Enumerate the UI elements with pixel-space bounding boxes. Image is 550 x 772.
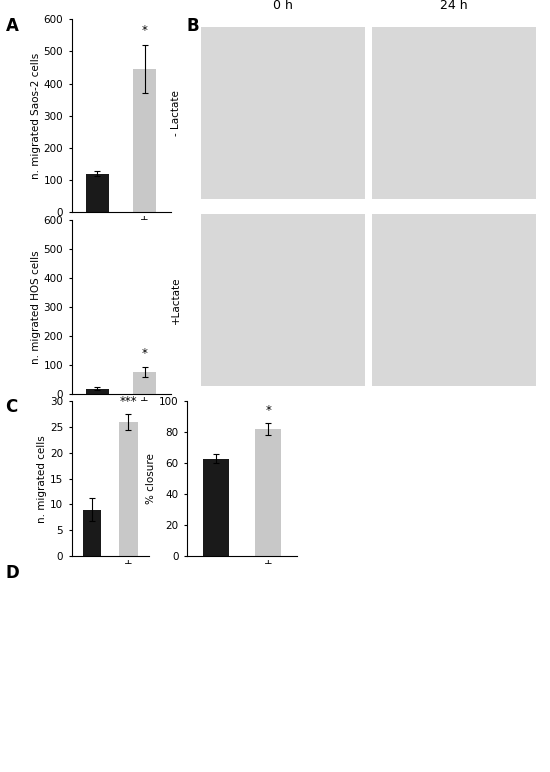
Y-axis label: n. migrated HOS cells: n. migrated HOS cells: [31, 250, 41, 364]
Bar: [133, 372, 156, 394]
Text: B: B: [187, 17, 200, 35]
Text: - Lactate: - Lactate: [171, 90, 181, 136]
Text: +Lactate: +Lactate: [171, 276, 181, 324]
Text: D: D: [6, 564, 19, 581]
Text: Lactate:: Lactate:: [72, 576, 114, 586]
Bar: [255, 429, 281, 556]
Bar: [133, 69, 156, 212]
Text: 24 h: 24 h: [440, 0, 467, 12]
Bar: [86, 174, 109, 212]
Text: *: *: [265, 404, 271, 417]
Text: 0 h: 0 h: [273, 0, 293, 12]
Bar: [203, 459, 229, 556]
Bar: [82, 510, 101, 556]
Text: CM MSC:: CM MSC:: [72, 238, 118, 247]
Y-axis label: n. migrated cells: n. migrated cells: [37, 435, 47, 523]
Bar: [372, 214, 536, 386]
Text: CM MSC:: CM MSC:: [72, 416, 118, 426]
Text: ***: ***: [119, 395, 137, 408]
Text: C: C: [6, 398, 18, 415]
Text: *: *: [142, 347, 147, 360]
Bar: [372, 27, 536, 199]
Bar: [201, 214, 365, 386]
Y-axis label: n. migrated Saos-2 cells: n. migrated Saos-2 cells: [31, 52, 41, 179]
Bar: [119, 422, 138, 556]
Bar: [201, 27, 365, 199]
Text: *: *: [142, 24, 147, 37]
Text: Lactate:: Lactate:: [187, 576, 229, 586]
Bar: [86, 388, 109, 394]
Text: A: A: [6, 17, 18, 35]
Y-axis label: % closure: % closure: [146, 453, 156, 504]
